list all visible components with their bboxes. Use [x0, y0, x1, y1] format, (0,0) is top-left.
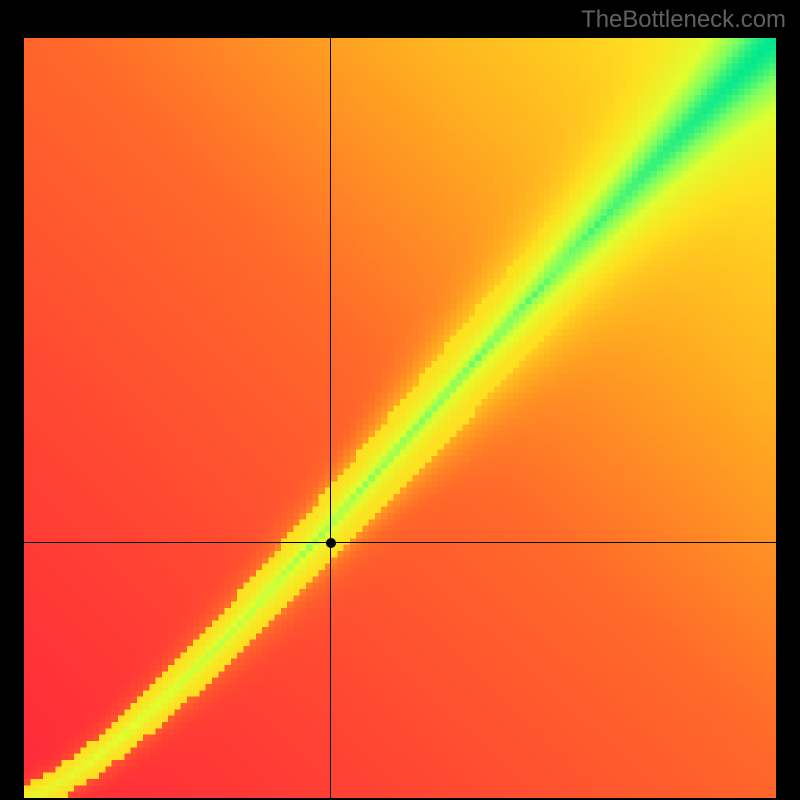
crosshair-marker — [326, 538, 336, 548]
crosshair-vertical — [330, 38, 331, 798]
crosshair-horizontal — [24, 542, 776, 543]
watermark-text: TheBottleneck.com — [581, 6, 786, 34]
heatmap-canvas — [24, 38, 776, 798]
heatmap-plot — [24, 38, 776, 798]
figure-frame: TheBottleneck.com — [0, 0, 800, 800]
